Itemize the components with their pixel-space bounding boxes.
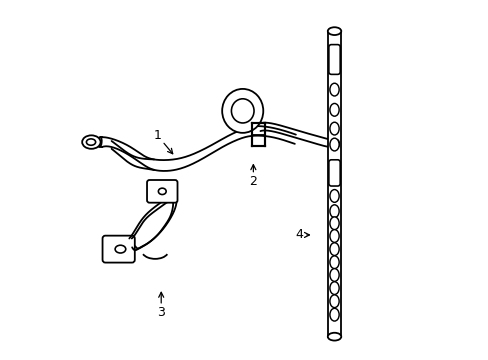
- Ellipse shape: [329, 282, 339, 294]
- Ellipse shape: [82, 135, 101, 149]
- Ellipse shape: [329, 308, 339, 321]
- Text: 4: 4: [295, 229, 309, 242]
- Ellipse shape: [231, 99, 253, 123]
- Ellipse shape: [329, 83, 339, 96]
- Ellipse shape: [327, 333, 341, 341]
- Ellipse shape: [329, 243, 339, 256]
- Text: 1: 1: [153, 129, 172, 154]
- Ellipse shape: [222, 89, 263, 133]
- Ellipse shape: [115, 245, 125, 253]
- Ellipse shape: [327, 27, 341, 35]
- Ellipse shape: [329, 122, 339, 135]
- Ellipse shape: [329, 205, 339, 217]
- Ellipse shape: [335, 140, 339, 148]
- Ellipse shape: [329, 230, 339, 242]
- FancyBboxPatch shape: [328, 160, 340, 186]
- Ellipse shape: [329, 256, 339, 269]
- Ellipse shape: [86, 139, 96, 145]
- Ellipse shape: [329, 103, 339, 116]
- Bar: [327, 31, 341, 337]
- Ellipse shape: [329, 295, 339, 307]
- Text: 3: 3: [157, 292, 165, 319]
- Ellipse shape: [329, 269, 339, 282]
- FancyBboxPatch shape: [102, 236, 135, 262]
- FancyBboxPatch shape: [328, 45, 340, 75]
- FancyBboxPatch shape: [147, 180, 177, 203]
- Ellipse shape: [158, 188, 166, 194]
- Text: 2: 2: [249, 165, 257, 188]
- Ellipse shape: [329, 190, 339, 202]
- Ellipse shape: [329, 138, 339, 151]
- Ellipse shape: [329, 217, 339, 230]
- Ellipse shape: [98, 137, 102, 147]
